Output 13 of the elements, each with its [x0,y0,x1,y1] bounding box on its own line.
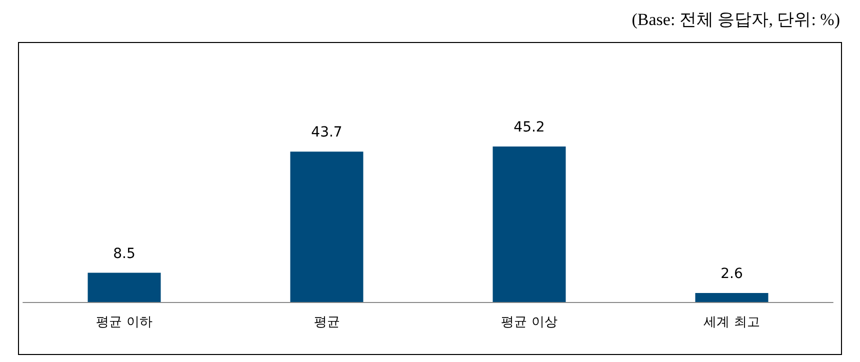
data-label: 45.2 [514,120,545,136]
data-label: 43.7 [311,124,342,141]
bar [492,146,566,302]
x-tick-label: 평균 이하 [96,315,152,330]
data-label: 2.6 [720,266,743,282]
x-tick-label: 평균 [314,315,340,330]
bar [88,272,161,302]
text: (Base: 전체 응답자, 단위: %) [632,9,840,31]
x-tick-label: 세계 최고 [704,315,760,330]
bar [290,152,364,302]
bar [695,293,768,302]
data-label: 8.5 [113,246,136,262]
x-tick-label: 평균 이상 [501,315,558,330]
